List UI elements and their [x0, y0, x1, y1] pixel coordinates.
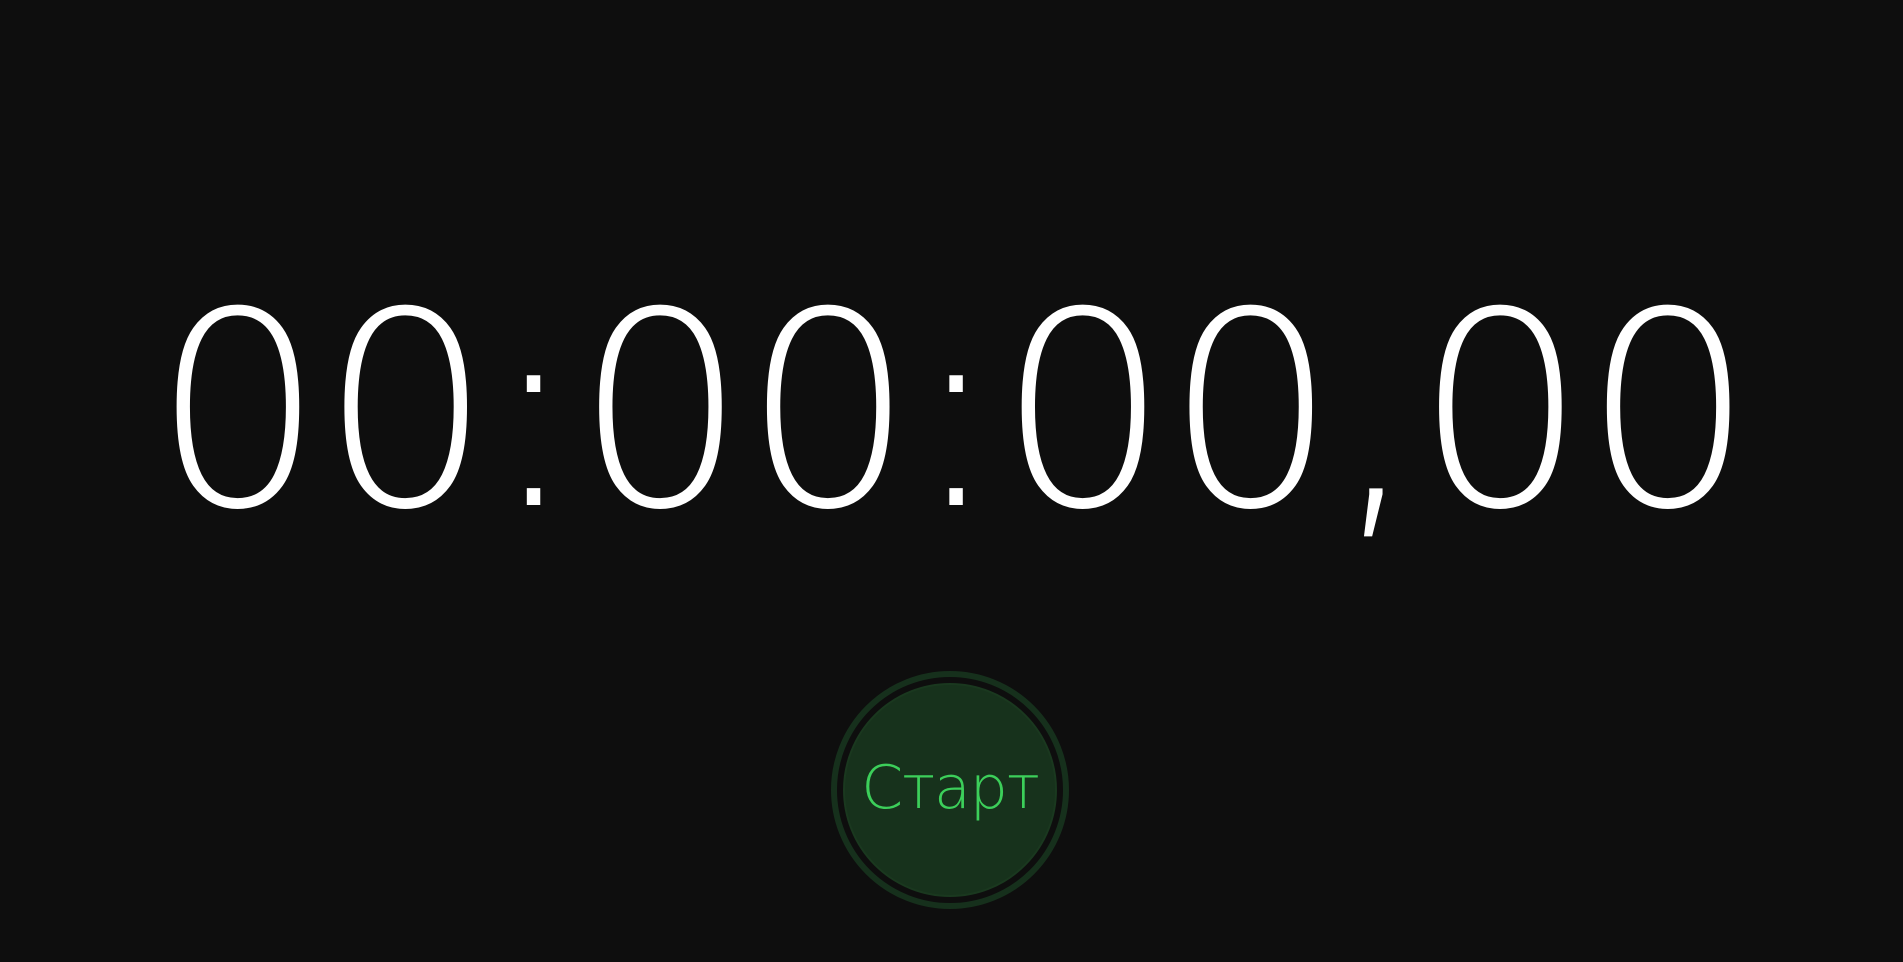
start-button-label: Старт	[861, 753, 1040, 823]
start-button-inner[interactable]: Старт	[843, 683, 1057, 897]
stopwatch-time-display: 00:00:00,00	[152, 254, 1754, 569]
start-button[interactable]: Старт	[831, 671, 1069, 909]
